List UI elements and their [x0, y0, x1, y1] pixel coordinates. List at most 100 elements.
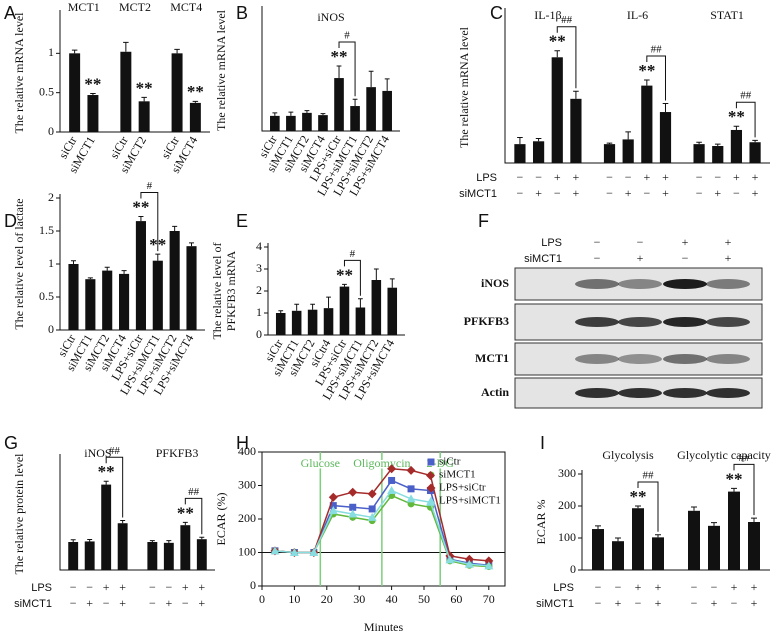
error-bar	[662, 103, 669, 113]
condition-sign: +	[662, 170, 669, 184]
significance-label: **	[549, 32, 566, 51]
bar	[189, 102, 201, 132]
axis-line	[261, 6, 400, 132]
error-bar	[696, 141, 702, 145]
bar	[171, 53, 183, 133]
error-bar	[326, 296, 331, 309]
panel-letter: G	[4, 433, 18, 453]
y-tick-label: 300	[238, 477, 256, 491]
condition-sign: +	[182, 580, 189, 594]
condition-sign: −	[635, 596, 642, 610]
y-tick-label: 0	[570, 562, 576, 576]
comparison-label: ##	[643, 470, 655, 482]
error-bar	[655, 534, 661, 538]
y-tick-label: 0	[250, 578, 256, 592]
y-axis-label: The relative level of lactate	[12, 198, 26, 329]
bar	[169, 231, 180, 330]
band-label: Actin	[481, 385, 509, 399]
significance-label: **	[98, 462, 115, 481]
condition-sign: +	[643, 170, 650, 184]
data-point	[484, 556, 494, 566]
blot-band	[618, 388, 662, 398]
bar	[748, 522, 760, 570]
blot-band	[663, 354, 707, 364]
group-label: MCT1	[68, 0, 100, 14]
bar	[270, 115, 280, 131]
data-point	[407, 485, 415, 493]
legend-marker	[427, 458, 435, 466]
bar	[334, 78, 344, 131]
error-bar	[188, 242, 195, 247]
x-tick-label: 60	[450, 592, 462, 606]
error-bar	[278, 310, 284, 313]
condition-sign: −	[594, 235, 601, 249]
legend-label: siCtr	[439, 456, 461, 468]
legend-label: siMCT1	[439, 469, 476, 481]
bar	[570, 98, 582, 163]
bar	[652, 537, 664, 570]
bar	[117, 523, 128, 570]
condition-sign: −	[643, 186, 650, 200]
condition-sign: +	[103, 580, 110, 594]
x-axis-label: Minutes	[364, 620, 404, 634]
significance-label: **	[136, 78, 153, 97]
bar	[371, 280, 382, 335]
data-point	[349, 503, 357, 511]
y-axis-label: The relative mRNA level	[457, 26, 471, 148]
significance-label: **	[336, 265, 353, 284]
error-bar	[123, 41, 129, 52]
condition-sign: +	[573, 170, 580, 184]
axis-line	[59, 10, 210, 133]
bar	[387, 287, 398, 335]
group-label: IL-1β	[534, 8, 561, 22]
legend-marker	[426, 483, 436, 493]
condition-sign: −	[696, 170, 703, 184]
x-tick-label: 50	[418, 592, 430, 606]
data-point	[309, 548, 319, 556]
data-point	[328, 506, 338, 515]
significance-bracket	[733, 463, 755, 516]
condition-sign: +	[662, 186, 669, 200]
panel-letter: A	[4, 3, 16, 23]
significance-bracket	[646, 55, 666, 101]
bar	[355, 307, 366, 335]
comparison-label: ##	[109, 445, 121, 457]
bar	[196, 539, 207, 570]
bar	[708, 525, 720, 570]
significance-bracket	[140, 191, 159, 252]
bar	[749, 142, 761, 163]
y-tick-label: 1.5	[39, 223, 54, 237]
axis-line	[59, 454, 215, 571]
error-bar	[595, 525, 601, 530]
blot-band	[575, 388, 619, 398]
bar	[622, 139, 634, 163]
x-tick-label: 40	[386, 592, 398, 606]
error-bar	[320, 113, 326, 116]
bar	[87, 95, 99, 132]
bar	[152, 260, 163, 330]
bar	[286, 115, 296, 131]
panel-letter: D	[4, 211, 17, 231]
error-bar	[714, 143, 721, 147]
condition-sign: +	[615, 596, 622, 610]
data-point	[425, 470, 435, 480]
bar	[603, 144, 616, 163]
panel-letter: E	[236, 211, 248, 231]
data-point	[464, 559, 474, 568]
bar	[85, 279, 96, 330]
significance-bracket	[556, 26, 577, 89]
bar	[68, 264, 79, 330]
error-bar	[182, 521, 188, 526]
y-tick-label: 3	[256, 261, 262, 275]
bar	[659, 112, 672, 163]
error-bar	[731, 487, 737, 492]
group-label: MCT4	[170, 0, 202, 14]
significance-bracket	[637, 481, 659, 532]
condition-sign: −	[86, 580, 93, 594]
error-bar	[373, 268, 379, 280]
blot-frame	[514, 342, 763, 376]
condition-sign: −	[595, 580, 602, 594]
error-bar	[138, 215, 144, 222]
comparison-label: ##	[739, 452, 751, 464]
